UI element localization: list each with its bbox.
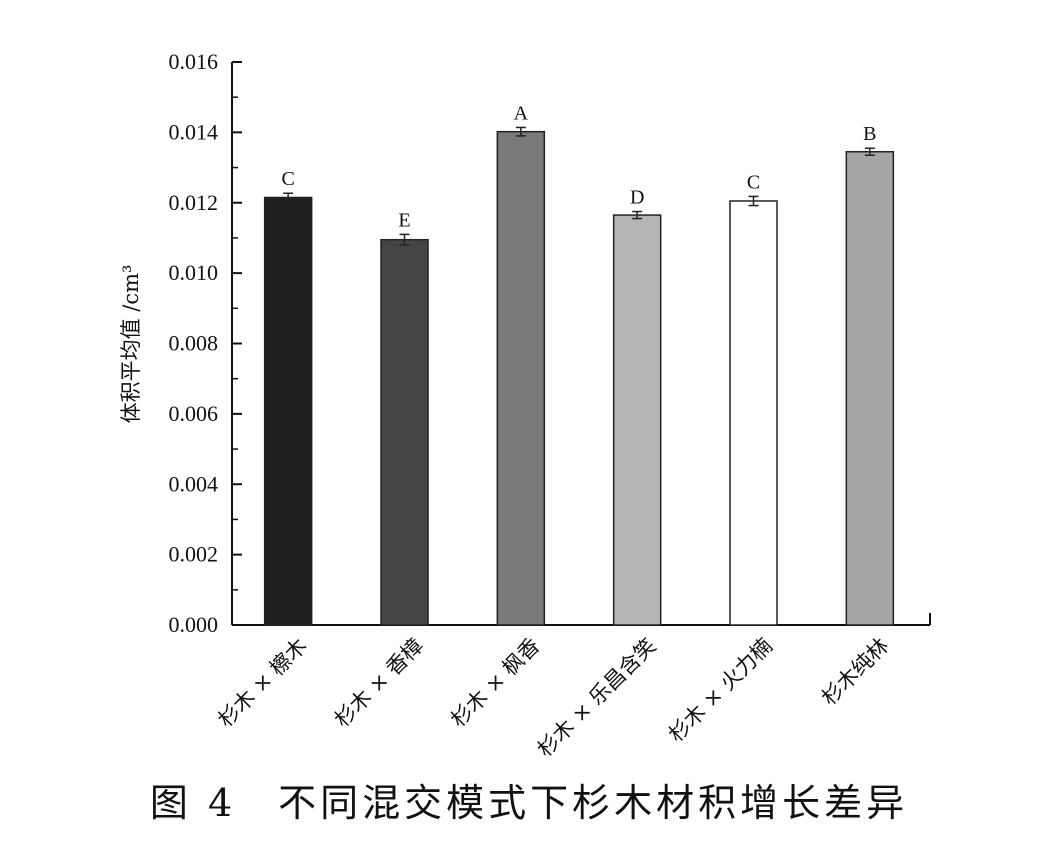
bars: C E A D C B [263, 102, 895, 626]
y-tick-label: 0.016 [169, 49, 219, 74]
y-tick-label: 0.010 [169, 260, 219, 285]
y-tick-label: 0.008 [169, 331, 219, 356]
bar [263, 196, 313, 626]
bar [380, 238, 429, 626]
significance-label: A [514, 102, 529, 124]
bar-chart: 0.000 0.002 0.004 0.006 0.008 0.010 0.012 0.014… [119, 49, 931, 762]
y-tick-label: 0.012 [169, 190, 219, 215]
bar [845, 150, 895, 626]
significance-label: C [747, 171, 760, 193]
bar [729, 200, 778, 626]
significance-label: C [281, 168, 294, 190]
x-tick-label: 杉木 × 火力楠 [664, 634, 777, 747]
x-tick-label: 杉木 × 檫木 [213, 634, 311, 732]
y-tick-label: 0.004 [169, 471, 219, 496]
x-tick-label: 杉木 × 香樟 [330, 634, 428, 732]
y-tick-label: 0.002 [169, 542, 219, 567]
x-tick-label: 杉木纯林 [817, 634, 893, 710]
y-tick-label: 0.006 [169, 401, 219, 426]
figure-caption: 图 4 不同混交模式下杉木材积增长差异 [149, 781, 909, 825]
significance-label: D [630, 187, 644, 209]
x-tick-label: 杉木 × 枫香 [446, 634, 544, 732]
y-tick-label: 0.014 [169, 119, 219, 144]
bar [496, 130, 546, 626]
significance-label: B [863, 123, 876, 145]
y-tick-label: 0.000 [169, 612, 219, 637]
y-axis: 0.000 0.002 0.004 0.006 0.008 0.010 0.012 0.014… [169, 49, 242, 637]
bar [612, 214, 662, 626]
x-tick-label: 杉木 × 乐昌含笑 [533, 634, 661, 762]
y-axis-title: 体积平均值 /cm³ [119, 265, 143, 424]
significance-label: E [398, 209, 410, 231]
